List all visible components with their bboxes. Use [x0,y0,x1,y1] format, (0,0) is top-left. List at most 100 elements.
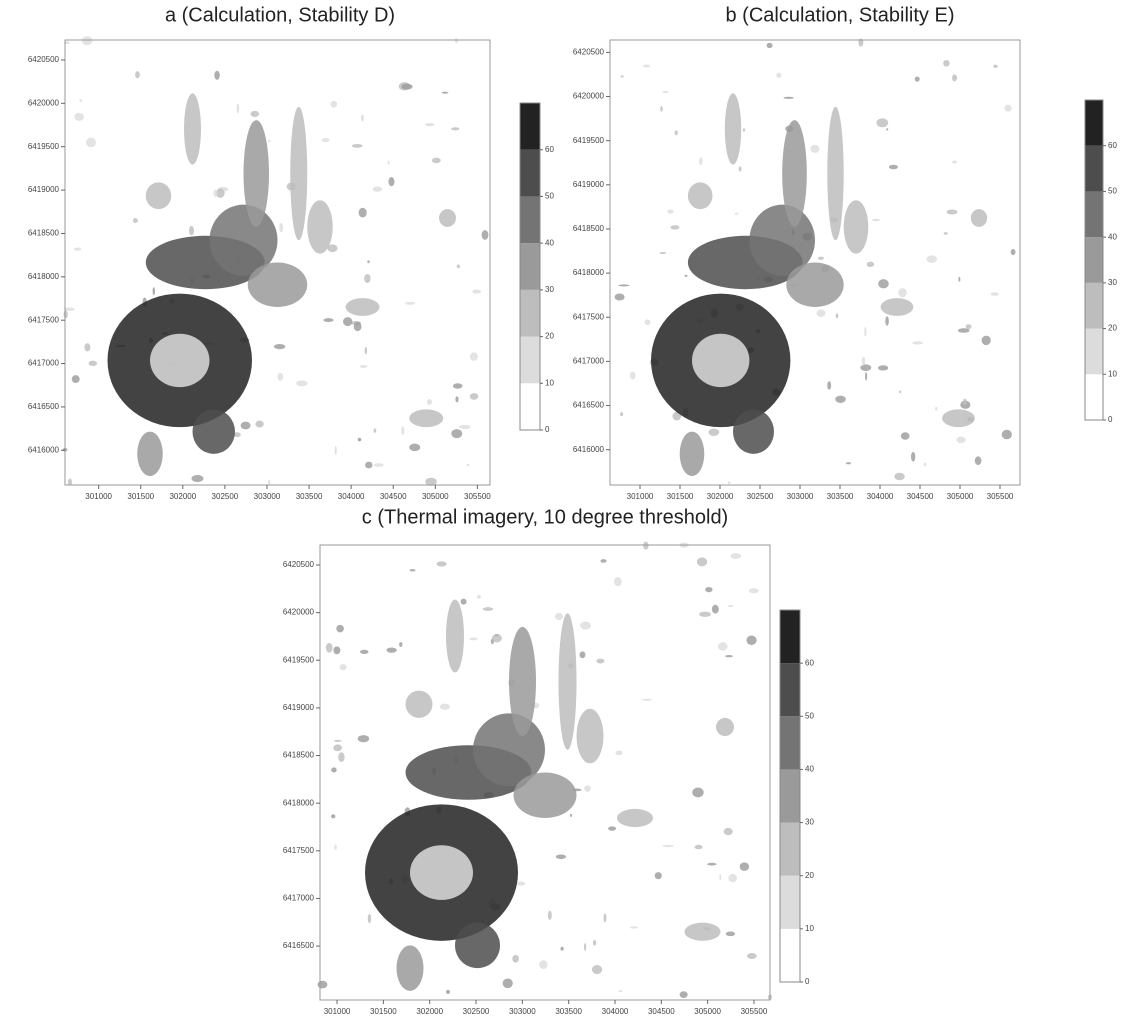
y-tick-label: 6416000 [28,445,60,454]
colorbar-label: 10 [545,378,554,387]
y-tick-label: 6420000 [573,92,605,101]
plume-speck [451,127,460,131]
plume-speck [79,99,83,102]
plume-speck [900,432,910,440]
colorbar-frame [1084,99,1104,421]
plume-speck [67,478,72,486]
plume-speck [84,343,91,352]
plume-speck [516,881,526,886]
plume-speck [910,451,916,462]
plume-speck [618,990,623,993]
plume [345,298,380,316]
colorbar-label: 20 [1108,324,1117,333]
plot-frame [64,39,491,486]
plume [724,93,742,165]
x-tick-label: 304500 [380,492,407,501]
plume-speck [591,965,603,975]
plume [409,409,444,428]
y-tick-label: 6416000 [573,445,605,454]
plot-frame [319,544,771,1001]
plume-speck [827,381,832,390]
plume-speck [912,341,923,345]
plume-speck [614,293,625,301]
plume-speck [888,164,899,170]
colorbar-band [1085,145,1103,192]
plume [942,409,975,428]
plume [827,106,844,241]
plume [396,945,424,991]
colorbar-label: 40 [545,238,554,247]
plume-speck [711,604,719,614]
plume [970,209,988,227]
plume-speck [596,658,605,664]
y-tick-label: 6417000 [283,894,315,903]
plume-speck [644,319,651,326]
panel-title: b (Calculation, Stability E) [726,4,955,26]
y-tick-label: 6420000 [283,608,315,617]
x-tick-label: 302500 [212,492,239,501]
plume-speck [620,412,624,417]
y-tick-label: 6416500 [28,402,60,411]
plume-speck [357,735,370,743]
plume-speck [734,212,739,215]
plume-speck [746,952,757,960]
plume-speck [642,64,651,68]
y-tick-label: 6416500 [573,401,605,410]
y-tick-label: 6420500 [573,47,605,56]
colorbar-band [520,243,540,290]
plume-speck [88,360,98,367]
plume-speck [860,364,872,371]
plume-speck [236,103,240,114]
colorbar-label: 20 [805,871,814,880]
plume-speck [367,260,370,264]
plume-speck [926,255,938,263]
plume-speck [1010,249,1016,256]
plume-speck [864,326,867,337]
plume-speck [1004,104,1012,112]
plume-speck [696,557,708,567]
x-tick-label: 302000 [416,1007,443,1016]
y-tick-label: 6416500 [283,941,315,950]
plume-speck [439,703,450,710]
colorbar-band [780,928,800,982]
colorbar-label: 30 [1108,278,1117,287]
x-tick-label: 302000 [169,492,196,501]
plume-speck [240,421,251,430]
plume-speck [818,256,824,260]
x-tick-label: 305500 [464,492,491,501]
y-tick-label: 6417000 [28,359,60,368]
plume-speck [547,910,552,920]
plume-speck [629,926,639,929]
y-tick-label: 6417000 [573,356,605,365]
plume [192,409,235,454]
plume-speck [694,844,703,850]
plume-speck [388,176,395,187]
plume-speck [339,663,347,671]
x-tick-label: 304000 [602,1007,629,1016]
plume-speck [63,307,75,312]
plume-speck [359,365,368,368]
colorbar-label: 0 [545,425,550,434]
plume-speck [560,946,564,951]
plume-speck [425,123,435,127]
plume-speck [372,186,382,192]
y-tick-label: 6420500 [283,560,315,569]
colorbar-label: 30 [545,285,554,294]
plume [410,845,473,900]
plume-speck [367,913,372,924]
plume-speck [871,218,881,222]
plume-speck [866,261,875,268]
plume-speck [401,83,413,90]
plume-speck [974,456,982,465]
plume-speck [876,118,889,128]
plume-speck [334,445,337,455]
colorbar-band [1085,328,1103,375]
plume-speck [886,128,889,131]
y-tick-label: 6419500 [28,142,60,151]
colorbar-band [1085,374,1103,420]
plume-speck [569,813,573,817]
plume-speck [454,37,459,44]
plume-speck [554,612,563,621]
x-tick-label: 304500 [648,1007,675,1016]
colorbar-label: 60 [805,658,814,667]
